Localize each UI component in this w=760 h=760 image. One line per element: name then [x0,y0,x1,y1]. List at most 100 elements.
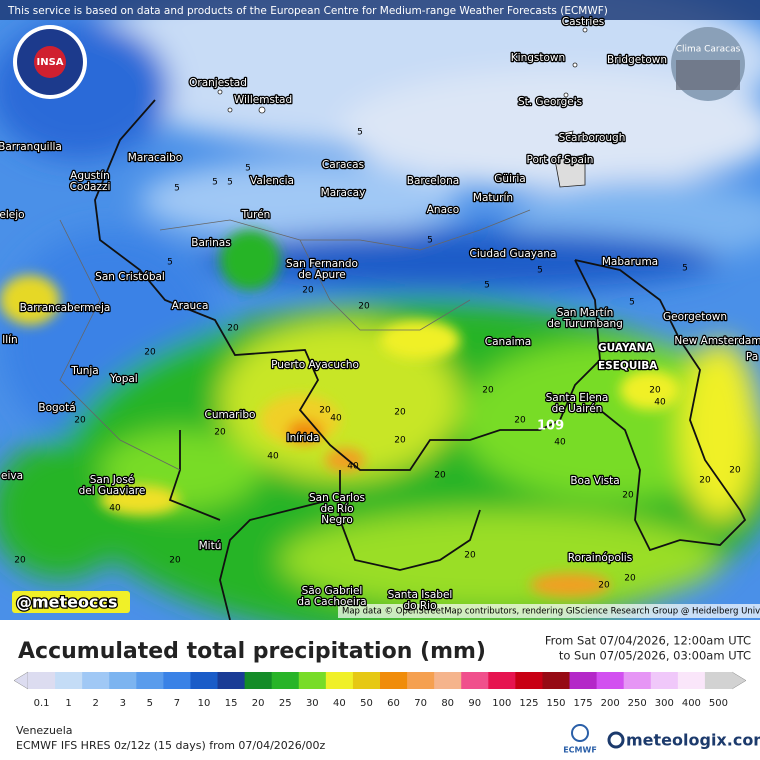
city-label: Scarborough [559,132,626,144]
legend-label: 7 [174,698,180,709]
legend-label: 200 [601,698,620,709]
contour-label: 20 [394,436,406,446]
city-label: São Gabriel [302,585,363,597]
model: ECMWF IFS HRES 0z/12z (15 days) from 07/… [16,739,326,752]
map [0,0,760,620]
contour-label: 20 [622,491,634,501]
city-label: eiva [1,470,23,482]
city-label: Mitú [199,540,222,552]
city-label: Bogotá [38,402,75,414]
legend-swatch [407,672,435,689]
contour-label: 20 [319,406,331,416]
legend-label: 175 [574,698,593,709]
contour-label: 40 [347,462,359,472]
legend-label: 70 [414,698,427,709]
contour-label: 5 [174,184,180,194]
contour-label: 20 [598,581,610,591]
banner: This service is based on data and produc… [7,5,608,17]
contour-label: 20 [74,416,86,426]
city-label: Port of Spain [527,154,594,166]
legend-swatch [244,672,273,689]
city-label: Cumaribo [205,409,256,421]
time-to: to Sun 07/05/2026, 03:00am UTC [559,649,751,663]
city-label: Maracay [321,187,366,199]
contour-label: 5 [629,298,635,308]
city-label: Boa Vista [570,475,619,487]
legend-swatch [677,672,706,689]
legend-swatch [488,672,516,689]
city-label: Arauca [172,300,209,312]
legend-label: 125 [519,698,538,709]
city-label: San Carlos [309,492,365,504]
city-label: Tunja [70,365,98,377]
contour-label: 5 [357,128,363,138]
ecmwf-logo: ECMWF [563,746,597,755]
city-label: San Fernando [286,258,358,270]
city-label: de Turumbang [547,318,623,330]
logo-text: INSA [36,57,63,68]
city-label: Anaco [427,204,459,216]
city-label: Barcelona [407,175,459,187]
legend-label: 400 [682,698,701,709]
legend: 0.1 1 2 3 5 7 10 15 20 25 30 40 50 60 70 80 90 100 125 150 1… [13,671,747,709]
city-label: Puerto Ayacucho [271,359,359,371]
city-label: Georgetown [663,311,727,323]
contour-label: 40 [654,398,666,408]
legend-swatch [623,672,652,689]
legend-label: 150 [546,698,565,709]
legend-swatch [271,672,300,689]
city-label: de Apure [298,269,346,281]
contour-label: 20 [464,551,476,561]
legend-swatch [82,672,110,689]
legend-swatch [515,672,543,689]
contour-label: 20 [624,574,636,584]
contour-label: 40 [330,414,342,424]
city-label: Oranjestad [189,77,247,89]
city-label: Rorainópolis [568,552,632,564]
region-label: ESEQUIBA [598,360,658,372]
legend-swatch [380,672,408,689]
legend-swatch [461,672,489,689]
city-label: Barranquilla [0,141,62,153]
region: Venezuela [16,724,73,737]
contour-label: 20 [227,324,239,334]
contour-label: 20 [394,408,406,418]
time-from: From Sat 07/04/2026, 12:00am UTC [545,634,751,648]
legend-label: 40 [333,698,346,709]
city-label: San José [90,474,135,486]
legend-label: 15 [225,698,238,709]
islands [217,27,588,188]
city-label: Canaima [485,336,531,348]
contour-label: 5 [212,178,218,188]
legend-label: 300 [655,698,674,709]
legend-swatch [650,672,679,689]
city-label: Yopal [109,373,137,385]
city-label: Santa Isabel [388,589,453,601]
attribution: Map data © OpenStreetMap contributors, r… [342,607,760,617]
contour-label: 5 [227,178,233,188]
legend-label: 90 [468,698,481,709]
legend-label: 60 [387,698,400,709]
city-label: Barinas [191,237,230,249]
contour-label: 40 [267,452,279,462]
legend-swatch [28,672,56,689]
contour-labels: 5555555555520202020202020204040402020204… [14,128,741,591]
city-label: do Rio [403,600,436,612]
legend-label: 80 [441,698,454,709]
city-label: llín [2,334,17,346]
city-label: Valencia [250,175,294,187]
legend-swatch [569,672,598,689]
legend-swatch [704,672,733,689]
city-labels: Castries Kingstown Bridgetown Oranjestad Wil… [0,15,760,614]
contour-label: 20 [699,476,711,486]
city-label: Negro [321,514,353,526]
city-label: de Uairén [552,403,603,415]
city-label: Inírida [286,432,319,444]
watermark: @meteoccs [16,593,118,612]
state-borders [59,209,531,471]
contour-label: 40 [554,438,566,448]
city-label: del Guaviare [79,485,146,497]
contour-label: 20 [358,302,370,312]
legend-label: 500 [709,698,728,709]
contour-label: 20 [214,428,226,438]
